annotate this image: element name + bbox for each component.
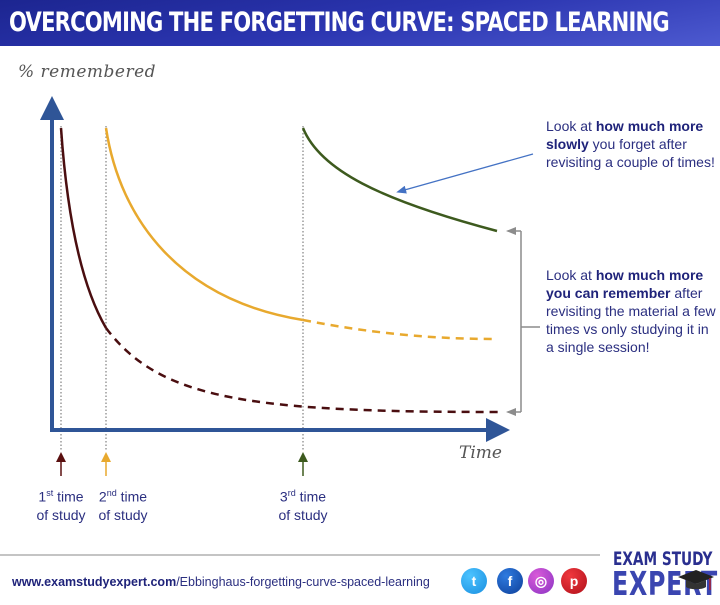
ordinal-suffix: nd xyxy=(106,488,117,498)
twitter-icon[interactable]: t xyxy=(461,568,487,594)
curve-1-dashed xyxy=(105,327,501,414)
ordinal-suffix: rd xyxy=(287,488,296,498)
note2-suffix: after revisiting the material a few time… xyxy=(546,285,716,355)
study-arrows xyxy=(56,452,308,476)
line2: of study xyxy=(98,506,148,523)
annotation-arrow xyxy=(396,153,534,194)
curve-3-solid xyxy=(301,127,498,233)
facebook-icon[interactable]: f xyxy=(497,568,523,594)
ordinal: 2 xyxy=(98,488,107,505)
facebook-glyph: f xyxy=(507,573,513,589)
pinterest-icon[interactable]: p xyxy=(561,568,587,594)
note1-suffix: you forget after revisiting a couple of … xyxy=(546,136,715,170)
graduation-cap-icon xyxy=(678,570,714,590)
note2-bold: how much more you can remember xyxy=(546,267,704,301)
comparison-bracket xyxy=(506,227,540,416)
note1-prefix: Look at xyxy=(546,118,596,134)
annotation-slower-forgetting: Look at how much more slowly you forget … xyxy=(546,117,716,171)
curve-1-solid xyxy=(59,127,108,329)
note1-bold: how much more slowly xyxy=(546,118,704,152)
axes xyxy=(40,96,510,442)
ordinal-suffix: st xyxy=(46,488,54,498)
twitter-glyph: t xyxy=(471,573,477,589)
page-title: OVERCOMING THE FORGETTING CURVE: SPACED … xyxy=(9,7,670,38)
x-axis-label: Time xyxy=(459,443,502,463)
footer-divider xyxy=(0,554,600,556)
curve-2-dashed xyxy=(302,318,498,341)
ordinal: 1 xyxy=(38,488,47,505)
instagram-icon[interactable]: ◎ xyxy=(528,568,554,594)
study-guide-lines xyxy=(60,126,304,450)
instagram-glyph: ◎ xyxy=(534,573,548,589)
url-domain: www.examstudyexpert.com xyxy=(12,575,177,589)
annotation-remember-more: Look at how much more you can remember a… xyxy=(546,266,716,356)
line1: time xyxy=(116,488,148,505)
footer-url-link[interactable]: www.examstudyexpert.com/Ebbinghaus-forge… xyxy=(12,575,430,589)
title-banner: OVERCOMING THE FORGETTING CURVE: SPACED … xyxy=(0,0,720,46)
line1: time xyxy=(295,488,327,505)
url-path: /Ebbinghaus-forgetting-curve-spaced-lear… xyxy=(176,575,430,589)
line2: of study xyxy=(36,506,86,523)
pinterest-glyph: p xyxy=(569,573,579,589)
y-axis-label: % remembered xyxy=(18,62,157,82)
study-label-3: 3rd time of study xyxy=(263,484,343,524)
study-label-1: 1st time of study xyxy=(21,484,101,524)
line2: of study xyxy=(278,506,328,523)
study-label-2: 2nd time of study xyxy=(83,484,163,524)
logo-line-1: EXAM STUDY xyxy=(613,548,713,570)
line1: time xyxy=(53,488,84,505)
note2-prefix: Look at xyxy=(546,267,596,283)
brand-logo[interactable]: EXAM STUDY EXPERT xyxy=(610,548,720,603)
ordinal: 3 xyxy=(279,488,288,505)
curve-2-solid xyxy=(104,127,304,322)
